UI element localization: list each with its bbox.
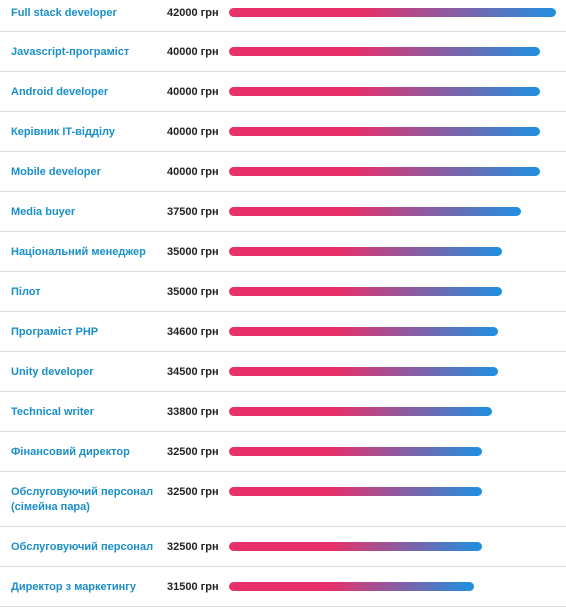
chart-row: Фінансовий директор 32500 грн	[0, 432, 566, 472]
category-label: Javascript-програміст	[11, 46, 130, 58]
value-label: 40000 грн	[167, 46, 219, 58]
value-label: 32500 грн	[167, 486, 219, 498]
value-label: 40000 грн	[167, 86, 219, 98]
chart-row: Full stack developer 42000 грн	[0, 0, 566, 32]
salary-bar	[229, 247, 502, 256]
category-label: Директор з маркетингу	[11, 581, 137, 593]
category-label: Керівник IT-відділу	[11, 126, 115, 138]
category-label: Unity developer	[11, 366, 94, 378]
category-label: Android developer	[11, 86, 109, 98]
chart-row: Керівник IT-відділу 40000 грн	[0, 112, 566, 152]
category-label: Media buyer	[11, 206, 76, 218]
category-label: Обслуговуючий персонал	[11, 541, 154, 553]
value-label: 42000 грн	[167, 7, 219, 19]
value-label: 35000 грн	[167, 246, 219, 258]
chart-row: Директор з маркетингу 31500 грн	[0, 567, 566, 607]
chart-row: Програміст PHP 34600 грн	[0, 312, 566, 352]
chart-row: Android developer 40000 грн	[0, 72, 566, 112]
chart-row: Обслуговуючий персонал 32500 грн	[0, 527, 566, 567]
value-label: 34600 грн	[167, 326, 219, 338]
category-label: Пілот	[11, 286, 41, 298]
value-label: 32500 грн	[167, 541, 219, 553]
chart-row: Національний менеджер 35000 грн	[0, 232, 566, 272]
salary-bar	[229, 582, 474, 591]
salary-bar	[229, 407, 492, 416]
chart-row: Technical writer 33800 грн	[0, 392, 566, 432]
salary-bar	[229, 207, 521, 216]
value-label: 35000 грн	[167, 286, 219, 298]
category-label: Програміст PHP	[11, 326, 99, 338]
salary-bar	[229, 542, 482, 551]
category-label: Full stack developer	[11, 7, 117, 19]
salary-bar	[229, 127, 540, 136]
chart-row: Unity developer 34500 грн	[0, 352, 566, 392]
chart-row: Mobile developer 40000 грн	[0, 152, 566, 192]
chart-row: Обслуговуючий персонал (сімейна пара) 325…	[0, 472, 566, 527]
salary-bar	[229, 287, 502, 296]
chart-row: Пілот 35000 грн	[0, 272, 566, 312]
value-label: 40000 грн	[167, 166, 219, 178]
category-label: Technical writer	[11, 406, 94, 418]
chart-row: Javascript-програміст 40000 грн	[0, 32, 566, 72]
category-label: Фінансовий директор	[11, 446, 130, 458]
salary-bar	[229, 327, 498, 336]
value-label: 33800 грн	[167, 406, 219, 418]
value-label: 37500 грн	[167, 206, 219, 218]
salary-bar	[229, 8, 556, 17]
salary-bar	[229, 487, 482, 496]
salary-bar	[229, 167, 540, 176]
salary-bar	[229, 47, 540, 56]
value-label: 34500 грн	[167, 366, 219, 378]
category-label: Mobile developer	[11, 166, 101, 178]
value-label: 31500 грн	[167, 581, 219, 593]
chart-row: Media buyer 37500 грн	[0, 192, 566, 232]
category-label: Національний менеджер	[11, 246, 146, 258]
salary-bar	[229, 447, 482, 456]
salary-bar	[229, 87, 540, 96]
category-label: Обслуговуючий персонал (сімейна пара)	[11, 486, 154, 513]
value-label: 32500 грн	[167, 446, 219, 458]
salary-bar	[229, 367, 498, 376]
value-label: 40000 грн	[167, 126, 219, 138]
